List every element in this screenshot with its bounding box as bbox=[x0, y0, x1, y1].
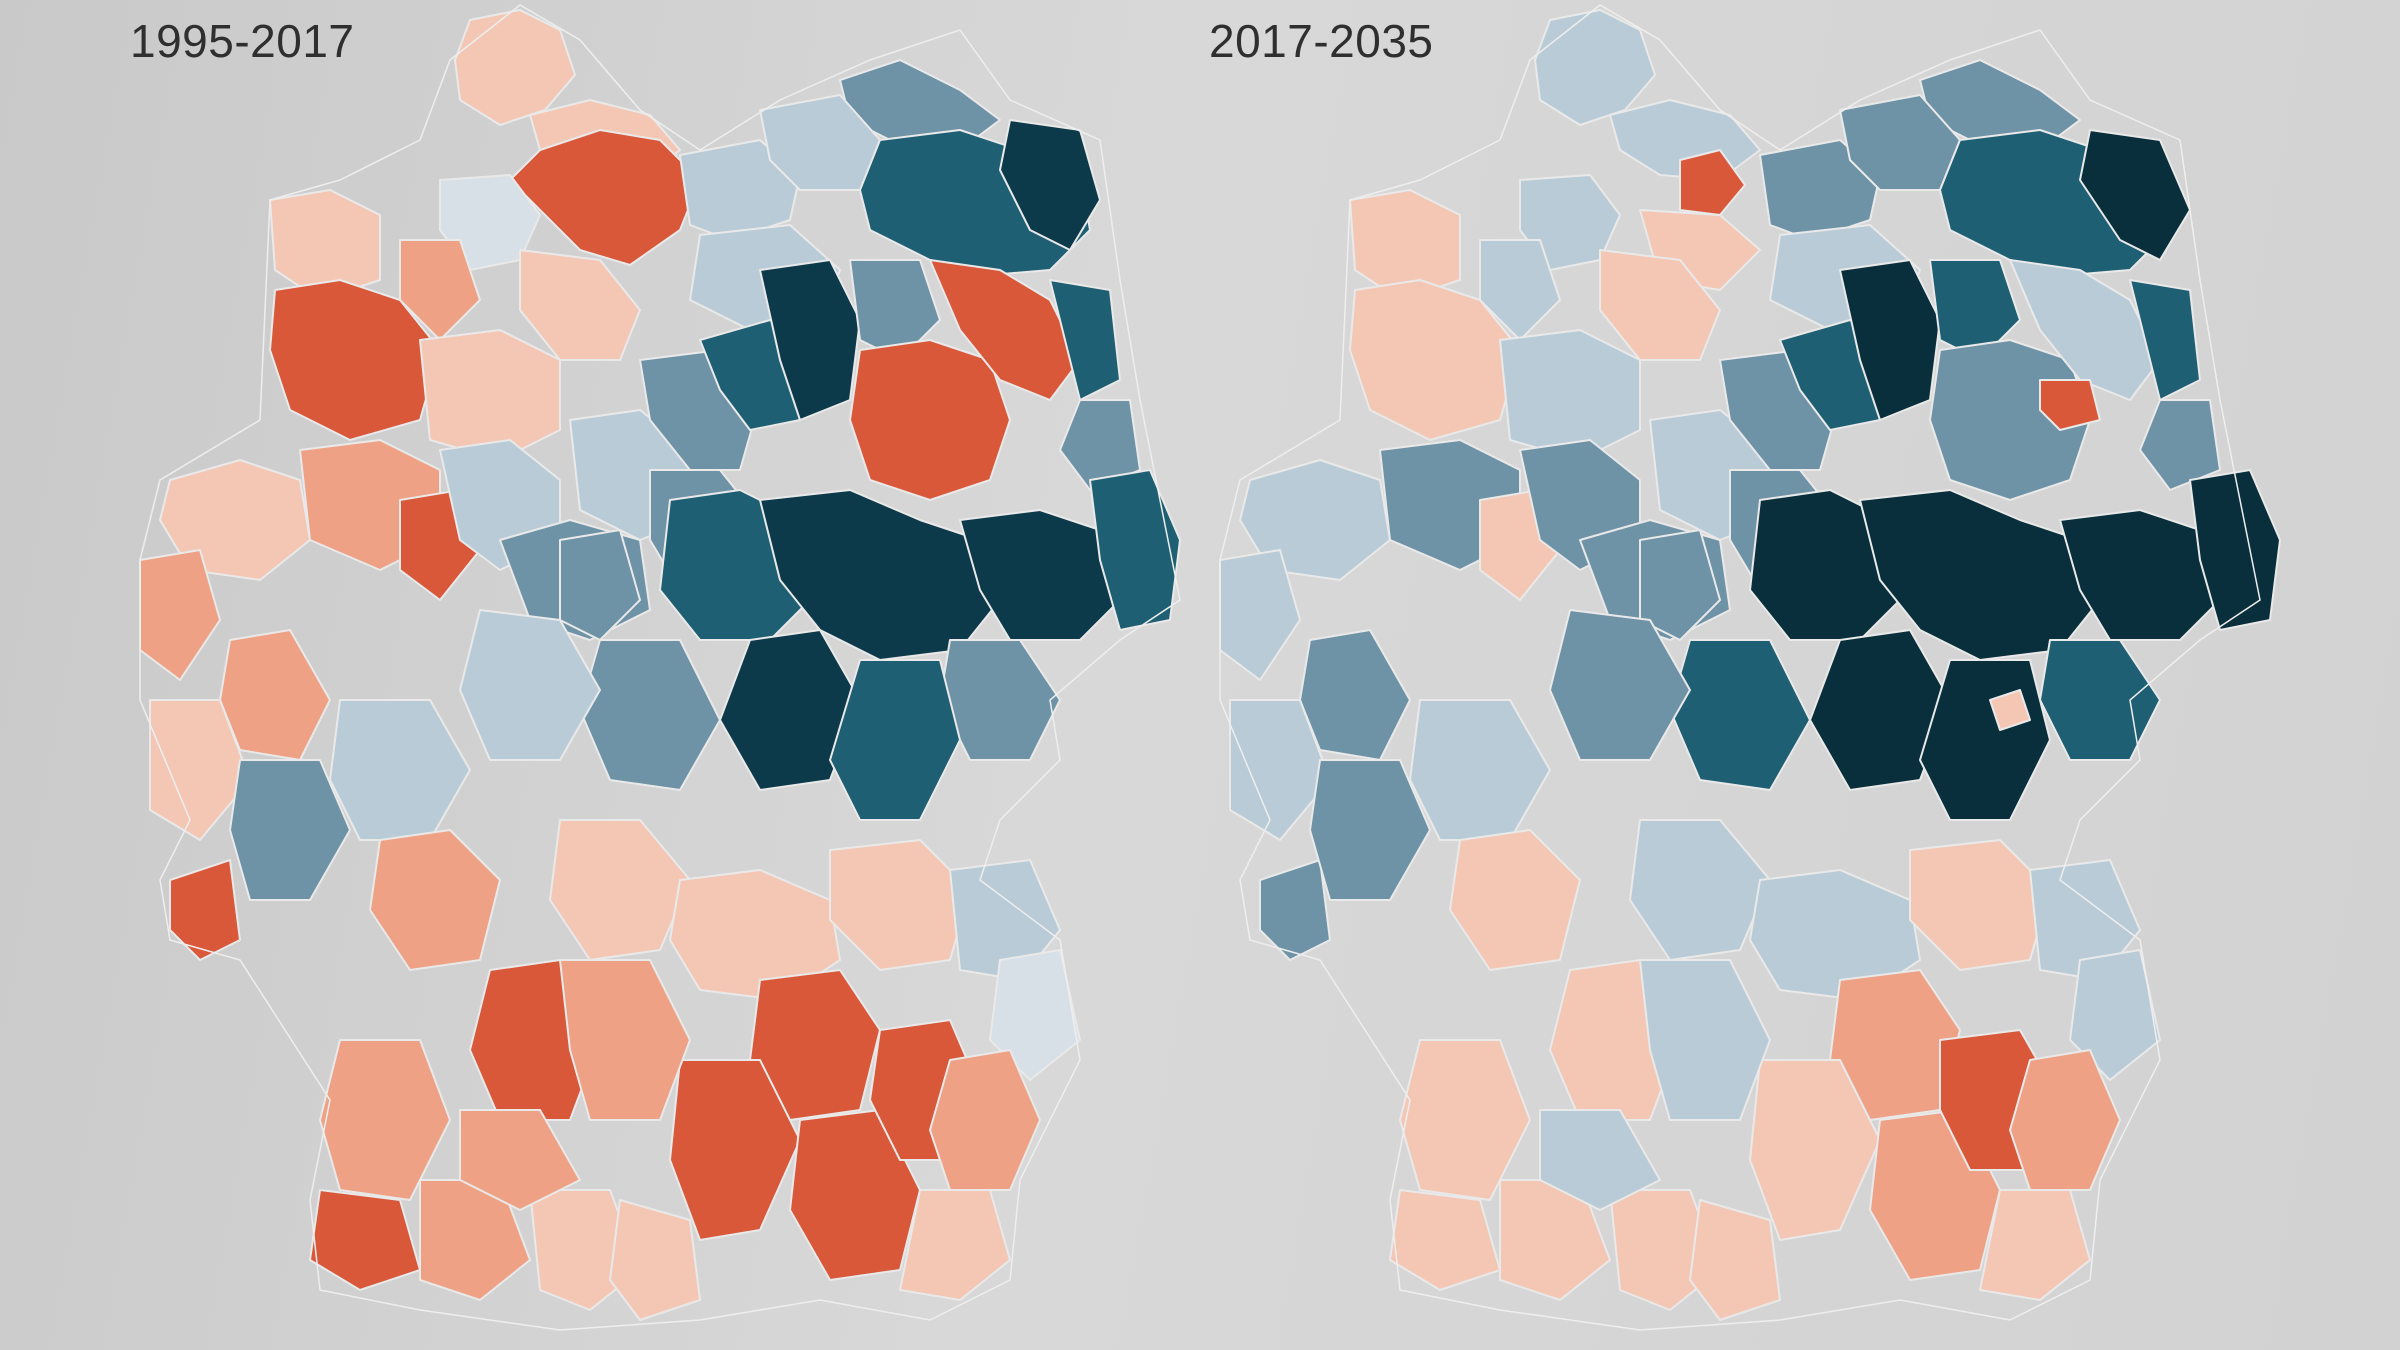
district-2017-2035-49 bbox=[1409, 699, 1551, 841]
district-2017-2035-50 bbox=[1449, 829, 1581, 971]
district-1995-2017-21 bbox=[149, 699, 251, 841]
district-2017-2035-61 bbox=[1979, 1189, 2091, 1301]
district-2017-2035-33 bbox=[2039, 379, 2101, 431]
district-2017-2035-53 bbox=[1909, 839, 2051, 971]
district-2017-2035-69 bbox=[1539, 1109, 1661, 1211]
district-2017-2035-14 bbox=[1479, 239, 1561, 341]
district-1995-2017-28 bbox=[759, 259, 861, 421]
district-1995-2017-37 bbox=[759, 489, 1001, 661]
district-2017-2035-45 bbox=[1989, 689, 2031, 731]
district-1995-2017-38 bbox=[959, 509, 1121, 641]
district-1995-2017-1 bbox=[454, 9, 576, 126]
district-2017-2035-10 bbox=[2079, 129, 2191, 261]
district-2017-2035-3 bbox=[1679, 149, 1746, 216]
districts-1995-2017 bbox=[139, 9, 1181, 1321]
district-1995-2017-15 bbox=[519, 249, 641, 361]
district-2017-2035-57 bbox=[1749, 1059, 1881, 1241]
district-1995-2017-45 bbox=[229, 759, 351, 901]
district-1995-2017-9 bbox=[999, 119, 1101, 251]
district-1995-2017-12 bbox=[269, 279, 441, 441]
district-2017-2035-6 bbox=[1759, 139, 1881, 241]
germany-outline-1995-2017 bbox=[139, 4, 1181, 1331]
district-1995-2017-3 bbox=[509, 129, 701, 266]
district-2017-2035-47 bbox=[1549, 609, 1691, 761]
district-1995-2017-47 bbox=[369, 829, 501, 971]
district-1995-2017-14 bbox=[419, 329, 561, 461]
district-1995-2017-50 bbox=[829, 839, 971, 971]
district-1995-2017-13 bbox=[399, 239, 481, 341]
district-2017-2035-32 bbox=[2009, 259, 2161, 401]
district-2017-2035-16 bbox=[1599, 249, 1721, 361]
district-2017-2035-34 bbox=[2129, 279, 2201, 401]
district-2017-2035-13 bbox=[1349, 279, 1521, 441]
district-1995-2017-57 bbox=[929, 1049, 1041, 1191]
district-2017-2035-1 bbox=[1534, 9, 1656, 126]
district-2017-2035-22 bbox=[1229, 699, 1331, 841]
district-1995-2017-48 bbox=[549, 819, 691, 961]
district-1995-2017-62 bbox=[309, 1189, 421, 1291]
district-2017-2035-63 bbox=[1639, 959, 1771, 1121]
district-2017-2035-68 bbox=[1689, 1199, 1781, 1321]
districts-2017-2035 bbox=[1219, 9, 2281, 1321]
map-title-2017-2035: 2017-2035 bbox=[1209, 15, 1434, 67]
district-2017-2035-65 bbox=[1389, 1189, 1501, 1291]
district-1995-2017-43 bbox=[579, 639, 721, 791]
district-2017-2035-23 bbox=[1259, 859, 1331, 961]
district-2017-2035-40 bbox=[2059, 509, 2221, 641]
district-2017-2035-21 bbox=[1299, 629, 1411, 761]
district-1995-2017-31 bbox=[929, 259, 1081, 401]
germany-map-2017-2035 bbox=[1219, 4, 2281, 1331]
district-2017-2035-36 bbox=[1639, 529, 1721, 641]
germany-map-1995-2017 bbox=[139, 4, 1181, 1331]
district-1995-2017-44 bbox=[459, 609, 601, 761]
district-1995-2017-20 bbox=[219, 629, 331, 761]
district-2017-2035-60 bbox=[2009, 1049, 2121, 1191]
district-1995-2017-60 bbox=[559, 959, 691, 1121]
district-1995-2017-5 bbox=[679, 139, 801, 241]
map-title-1995-2017: 1995-2017 bbox=[130, 15, 355, 67]
district-2017-2035-51 bbox=[1629, 819, 1771, 961]
district-2017-2035-46 bbox=[1669, 639, 1811, 791]
district-1995-2017-54 bbox=[669, 1059, 801, 1241]
germany-outline-2017-2035 bbox=[1219, 4, 2261, 1331]
district-1995-2017-39 bbox=[1089, 469, 1181, 631]
district-2017-2035-64 bbox=[1399, 1039, 1531, 1201]
district-1995-2017-52 bbox=[989, 949, 1081, 1081]
district-2017-2035-39 bbox=[1859, 489, 2101, 661]
district-2017-2035-42 bbox=[2039, 639, 2161, 761]
district-1995-2017-66 bbox=[459, 1109, 581, 1211]
map-panel-2017-2035: 2017-2035 bbox=[1200, 0, 2400, 1350]
district-2017-2035-55 bbox=[2069, 949, 2161, 1081]
district-1995-2017-58 bbox=[899, 1189, 1011, 1301]
district-1995-2017-34 bbox=[559, 529, 641, 641]
district-1995-2017-32 bbox=[1049, 279, 1121, 401]
district-1995-2017-11 bbox=[269, 189, 381, 301]
district-1995-2017-30 bbox=[849, 339, 1011, 501]
map-panel-1995-2017: 1995-2017 bbox=[130, 4, 1181, 1331]
district-2017-2035-30 bbox=[1929, 259, 2021, 361]
district-2017-2035-12 bbox=[1349, 189, 1461, 301]
district-1995-2017-61 bbox=[319, 1039, 451, 1201]
district-1995-2017-42 bbox=[829, 659, 961, 821]
district-1995-2017-22 bbox=[169, 859, 241, 961]
district-2017-2035-15 bbox=[1499, 329, 1641, 461]
district-1995-2017-65 bbox=[609, 1199, 701, 1321]
district-2017-2035-29 bbox=[1839, 259, 1941, 421]
district-1995-2017-46 bbox=[329, 699, 471, 841]
district-2017-2035-48 bbox=[1309, 759, 1431, 901]
district-1995-2017-29 bbox=[849, 259, 941, 361]
